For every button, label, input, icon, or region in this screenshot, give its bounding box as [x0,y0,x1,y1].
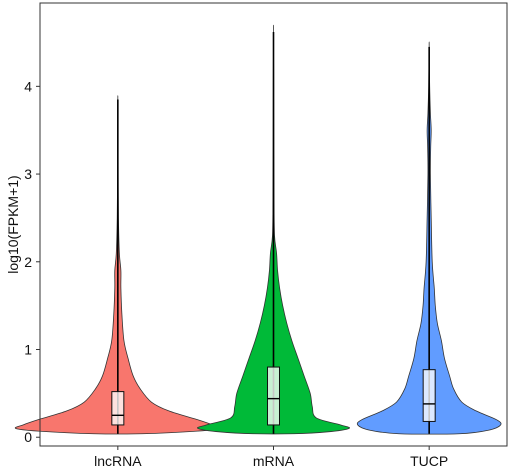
x-axis: lncRNA mRNA TUCP [94,446,448,469]
x-tick-label: TUCP [410,453,448,469]
plot-panel-border [39,2,508,447]
y-tick-label: 3 [24,166,32,182]
violin-tucp [356,41,502,435]
x-tick-label: lncRNA [94,453,142,469]
box-iqr [111,391,125,426]
y-axis-title: log10(FPKM+1) [5,175,21,273]
violins-group [14,24,502,435]
y-tick-label: 4 [24,78,32,94]
y-tick-label: 2 [24,254,32,270]
box-iqr [422,369,436,422]
box-iqr [267,366,280,426]
x-tick-label: mRNA [253,453,295,469]
y-tick-label: 1 [24,342,32,358]
violin-lncrna [14,95,221,435]
violin-mrna [197,24,350,435]
y-axis: 0 1 2 3 4 [24,78,40,445]
y-tick-label: 0 [24,429,32,445]
